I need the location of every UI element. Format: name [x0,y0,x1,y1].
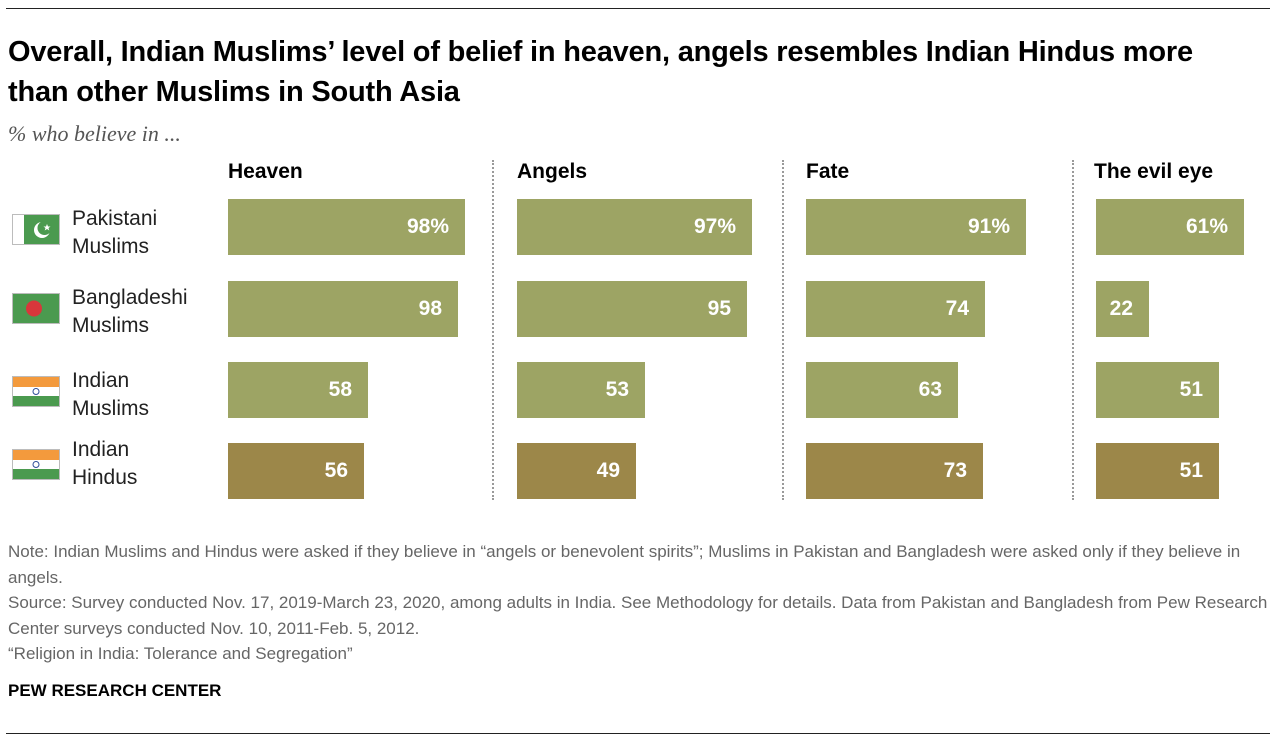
pakistan-flag-icon [12,214,60,245]
bottom-rule [6,733,1270,734]
bar-value-label: 51 [1179,459,1203,482]
bar-value-label: 58 [328,378,352,401]
bar-value-label: 91% [967,215,1010,238]
bar-value-label: 49 [596,459,620,482]
bar-heaven-pakistani-muslims [228,199,465,255]
bangladesh-flag-icon [12,293,60,324]
bar-the-evil-eye-indian-muslims [1096,362,1219,418]
bar-value-label: 74 [945,297,969,320]
india-flag-icon [12,376,60,407]
source-text: Source: Survey conducted Nov. 17, 2019-M… [8,593,1268,638]
row-label-indian-hindus: Indian Hindus [72,438,138,489]
bar-fate-indian-muslims [806,362,958,418]
bar-heaven-indian-muslims [228,362,368,418]
bar-value-label: 97% [693,215,736,238]
bar-value-label: 56 [324,459,348,482]
bar-heaven-indian-hindus [228,443,364,499]
bar-value-label: 73 [943,459,967,482]
bar-value-label: 53 [605,378,629,401]
bar-value-label: 63 [918,378,942,401]
bar-value-label: 95 [707,297,731,320]
bar-value-label: 22 [1109,297,1133,320]
bar-angels-indian-muslims [517,362,645,418]
chart-notes: Note: Indian Muslims and Hindus were ask… [8,539,1268,667]
bar-value-label: 61% [1185,215,1228,238]
pew-logo-text: PEW RESEARCH CENTER [8,681,222,700]
bar-value-label: 51 [1179,378,1203,401]
bar-angels-bangladeshi-muslims [517,281,747,337]
panel-header-evil-eye: The evil eye [1094,160,1214,183]
bar-value-label: 98% [406,215,449,238]
panel-divider [1072,160,1074,500]
bar-fate-bangladeshi-muslims [806,281,985,337]
chart-subtitle: % who believe in ... [8,121,181,146]
row-label-indian-muslims: Indian Muslims [72,369,149,420]
panel-header-angels: Angels [517,160,588,183]
panel-header-fate: Fate [806,160,850,183]
bar-the-evil-eye-bangladeshi-muslims [1096,281,1149,337]
note-text: Note: Indian Muslims and Hindus were ask… [8,542,1241,587]
bar-angels-indian-hindus [517,443,636,499]
india-flag-icon [12,449,60,480]
bar-angels-pakistani-muslims [517,199,752,255]
bar-fate-pakistani-muslims [806,199,1026,255]
top-rule [6,8,1270,9]
panel-divider [492,160,494,500]
bar-the-evil-eye-pakistani-muslims [1096,199,1244,255]
bar-fate-indian-hindus [806,443,983,499]
bar-heaven-bangladeshi-muslims [228,281,458,337]
chart-title: Overall, Indian Muslims’ level of belief… [8,36,1193,108]
panel-divider [782,160,784,500]
bar-the-evil-eye-indian-hindus [1096,443,1219,499]
row-label-pakistani-muslims: Pakistani Muslims [72,207,158,258]
report-text: “Religion in India: Tolerance and Segreg… [8,644,353,663]
bar-value-label: 98 [418,297,442,320]
panel-header-heaven: Heaven [228,160,303,183]
row-label-bangladeshi-muslims: Bangladeshi Muslims [72,286,188,337]
